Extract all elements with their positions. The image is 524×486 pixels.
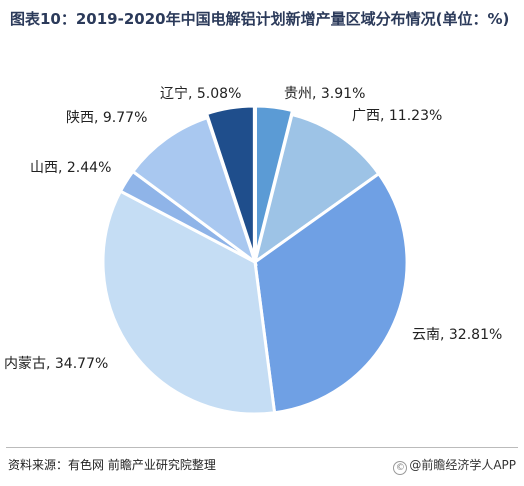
- pie-labels: 贵州, 3.91% 广西, 11.23% 云南, 32.81% 内蒙古, 34.77%…: [4, 85, 502, 372]
- slice-label: 陕西, 9.77%: [66, 110, 147, 126]
- pie-slice: [253, 171, 409, 415]
- slice-label: 山西, 2.44%: [30, 160, 111, 176]
- credit-note: © @前瞻经济学人APP: [393, 456, 516, 475]
- slice-label: 贵州, 3.91%: [284, 86, 365, 102]
- slice-label: 内蒙古, 34.77%: [4, 356, 108, 372]
- credit-text: @前瞻经济学人APP: [409, 458, 516, 472]
- pie-slice: [130, 115, 258, 267]
- pie-slice: [101, 189, 277, 416]
- pie-slice: [252, 112, 381, 266]
- footer-divider: [6, 447, 518, 448]
- slice-label: 辽宁, 5.08%: [160, 85, 241, 102]
- slice-label: 广西, 11.23%: [352, 108, 442, 124]
- slice-label: 云南, 32.81%: [412, 327, 502, 343]
- pie-slices: [101, 104, 409, 416]
- chart-title: 图表10：2019-2020年中国电解铝计划新增产量区域分布情况(单位：%): [10, 10, 510, 28]
- copyright-icon: ©: [393, 461, 408, 475]
- source-note: 资料来源：有色网 前瞻产业研究院整理: [8, 458, 216, 472]
- pie-slice: [204, 104, 256, 259]
